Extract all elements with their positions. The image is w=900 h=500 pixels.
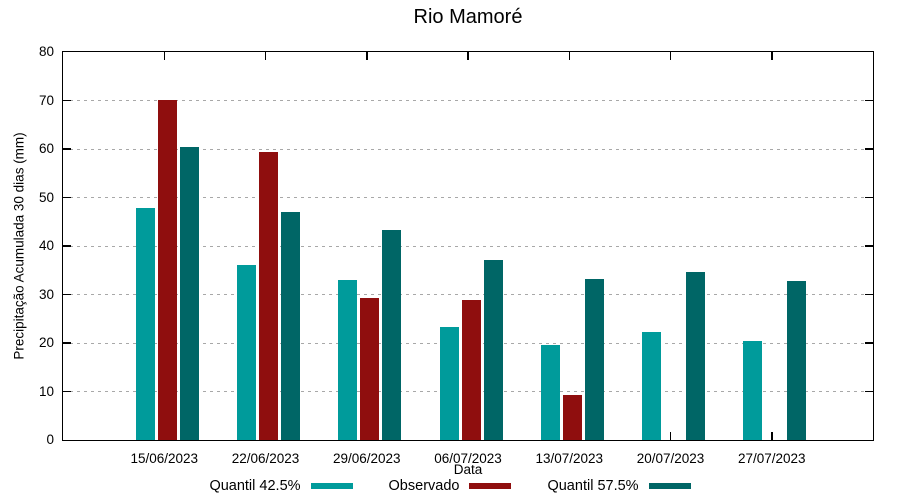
y-axis-tick <box>63 245 71 247</box>
x-tick-label: 15/06/2023 <box>130 451 199 466</box>
bar <box>686 272 705 440</box>
x-tick-label: 06/07/2023 <box>434 451 502 466</box>
y-tick-label: 40 <box>38 238 54 253</box>
bar <box>743 341 763 440</box>
legend-item: Observado <box>389 478 512 494</box>
bar <box>360 297 380 440</box>
y-axis-tick <box>865 196 873 199</box>
gridline <box>63 197 873 198</box>
bar <box>483 260 503 440</box>
x-tick-label: 29/06/2023 <box>332 451 401 466</box>
y-tick-label: 0 <box>46 432 54 447</box>
legend: Quantil 42.5% Observado Quantil 57.5% <box>0 476 900 496</box>
x-tick-label: 20/07/2023 <box>636 451 705 466</box>
x-axis-tick <box>264 52 267 60</box>
bar <box>562 395 582 440</box>
y-axis-tick <box>865 342 873 344</box>
x-axis-tick <box>366 52 368 60</box>
x-axis-title: Data <box>453 462 483 477</box>
x-axis-tick <box>771 52 773 60</box>
legend-label: Observado <box>388 478 460 494</box>
y-axis-tick <box>63 293 71 296</box>
legend-label: Quantil 42.5% <box>209 478 301 494</box>
bar <box>179 147 199 440</box>
y-tick-label: 50 <box>38 189 54 205</box>
y-tick-label: 30 <box>38 286 54 302</box>
bar <box>439 326 459 440</box>
bar <box>135 207 155 440</box>
x-axis-tick <box>771 432 773 440</box>
x-axis-tick <box>669 52 672 60</box>
gridline <box>63 245 873 247</box>
x-axis-tick <box>467 52 469 60</box>
y-tick-label: 60 <box>38 141 54 156</box>
bar <box>642 332 661 440</box>
bar <box>461 299 481 440</box>
y-axis-tick <box>865 293 873 296</box>
gridline <box>63 100 873 101</box>
legend-item: Quantil 57.5% <box>547 478 691 494</box>
bar <box>338 279 358 440</box>
x-axis-tick <box>669 432 672 440</box>
legend-item: Quantil 42.5% <box>209 478 353 494</box>
gridline <box>63 148 873 150</box>
x-axis-tick <box>568 52 570 60</box>
x-tick-label: 13/07/2023 <box>535 451 604 466</box>
y-axis-tick <box>63 99 71 102</box>
x-tick-label: 27/07/2023 <box>737 451 806 466</box>
bar <box>540 345 560 440</box>
y-axis-tick <box>865 390 873 393</box>
y-tick-label: 10 <box>38 383 54 399</box>
bar <box>281 211 300 440</box>
plot-area <box>62 51 874 441</box>
x-axis-tick <box>163 52 165 60</box>
legend-label: Quantil 57.5% <box>547 478 639 494</box>
legend-swatch <box>310 483 353 489</box>
y-axis-tick <box>63 390 71 393</box>
y-axis-tick <box>865 245 873 247</box>
y-axis-tick <box>865 148 873 150</box>
y-axis-tick <box>63 196 71 199</box>
y-tick-label: 80 <box>38 44 54 59</box>
legend-swatch <box>648 483 691 489</box>
bar <box>584 278 604 440</box>
chart-title: Rio Mamoré <box>413 6 523 28</box>
bar <box>259 152 278 440</box>
gridline <box>63 294 873 295</box>
legend-swatch <box>469 483 512 489</box>
y-axis-tick <box>63 342 71 344</box>
y-tick-label: 70 <box>38 92 54 108</box>
y-axis-tick <box>63 148 71 150</box>
y-axis-tick <box>865 99 873 102</box>
bar <box>157 100 177 440</box>
bar <box>237 264 256 440</box>
bar <box>787 280 807 440</box>
y-tick-label: 20 <box>38 335 54 350</box>
x-tick-label: 22/06/2023 <box>231 451 300 466</box>
bar <box>382 230 402 440</box>
